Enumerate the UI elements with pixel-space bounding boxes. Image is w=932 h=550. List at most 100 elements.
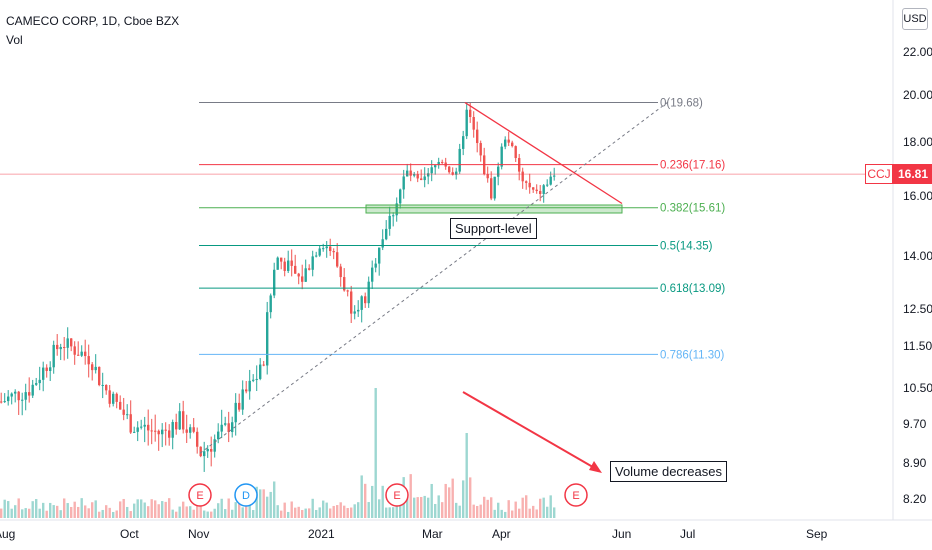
volume-bar xyxy=(147,506,150,518)
volume-bar xyxy=(157,504,160,518)
candle-body xyxy=(329,246,332,252)
volume-bar xyxy=(276,505,279,518)
candle-body xyxy=(105,384,108,391)
candle-body xyxy=(343,277,346,291)
candle-body xyxy=(157,430,160,435)
volume-bar xyxy=(252,510,255,518)
candle-body xyxy=(546,184,549,186)
candle-body xyxy=(168,430,171,438)
candle-body xyxy=(108,390,111,404)
candle-body xyxy=(311,256,314,270)
candle-body xyxy=(367,281,370,304)
event-label: D xyxy=(242,490,250,502)
volume-bar xyxy=(297,506,300,518)
fib-label: 0.382(15.61) xyxy=(660,203,725,215)
candle-body xyxy=(259,364,262,379)
candle-body xyxy=(287,260,290,271)
volume-bar xyxy=(185,506,188,518)
volume-bar xyxy=(507,500,510,518)
volume-bar xyxy=(465,433,468,518)
candle-body xyxy=(63,347,66,349)
volume-bar xyxy=(420,496,423,518)
volume-bar xyxy=(129,511,132,518)
volume-bar xyxy=(66,503,69,518)
trend-lines xyxy=(0,101,893,473)
candle-body xyxy=(423,176,426,181)
x-tick-label: Jun xyxy=(612,527,631,541)
candle-body xyxy=(332,251,335,253)
candle-body xyxy=(441,161,444,163)
candle-body xyxy=(133,431,136,433)
volume-bar xyxy=(115,510,118,518)
candle-body xyxy=(378,247,381,264)
volume-bar xyxy=(318,507,321,518)
volume-bar xyxy=(469,477,472,518)
volume-bar xyxy=(283,502,286,518)
candle-body xyxy=(192,427,195,432)
candle-body xyxy=(406,170,409,177)
volume-bar xyxy=(546,506,549,518)
candle-body xyxy=(381,239,384,248)
candle-body xyxy=(203,451,206,457)
candle-body xyxy=(322,248,325,250)
volume-bar xyxy=(122,498,125,518)
candle-body xyxy=(308,268,311,270)
candle-body xyxy=(80,351,83,356)
currency-button[interactable]: USD xyxy=(902,8,928,30)
volume-bar xyxy=(178,506,181,518)
volume-bar xyxy=(262,489,265,518)
candle-body xyxy=(147,424,150,431)
y-tick-label: 12.50 xyxy=(903,302,932,316)
candle-body xyxy=(49,367,52,372)
volume-decreases-label: Volume decreases xyxy=(610,461,727,482)
volume-bar xyxy=(227,498,230,518)
candle-body xyxy=(10,393,13,397)
support-level-label: Support-level xyxy=(450,218,537,239)
candle-body xyxy=(399,189,402,204)
candle-body xyxy=(276,257,279,270)
candle-body xyxy=(234,402,237,423)
x-tick-label: Nov xyxy=(188,527,209,541)
candle-body xyxy=(252,379,255,381)
candle-body xyxy=(154,430,157,432)
candle-body xyxy=(353,311,356,314)
volume-bar xyxy=(269,491,272,518)
volume-bar xyxy=(150,499,153,518)
chart-legend: CAMECO CORP, 1D, Cboe BZX Vol xyxy=(6,12,179,50)
volume-bar xyxy=(119,501,122,518)
volume-bar xyxy=(161,501,164,518)
event-circle xyxy=(564,483,588,507)
candle-body xyxy=(297,273,300,277)
candle-body xyxy=(521,171,524,182)
volume-bar xyxy=(364,483,367,518)
volume-bar xyxy=(3,499,6,518)
candle-body xyxy=(371,267,374,282)
support-zone xyxy=(365,204,623,214)
volume-bar xyxy=(0,508,3,518)
volume-bar xyxy=(367,502,370,518)
volume-bar xyxy=(45,510,48,518)
candle-body xyxy=(175,422,178,430)
volume-bar xyxy=(430,483,433,518)
volume-bar xyxy=(490,497,493,518)
volume-bar xyxy=(395,499,398,518)
candle-body xyxy=(14,391,17,394)
volume-bar xyxy=(80,498,83,518)
volume-bar xyxy=(126,506,129,518)
volume-bar xyxy=(301,509,304,518)
volume-bar xyxy=(542,497,545,518)
candle-body xyxy=(196,431,199,447)
volume-bar xyxy=(315,509,318,518)
candle-body xyxy=(479,143,482,156)
candle-body xyxy=(549,176,552,185)
candle-body xyxy=(87,356,90,365)
x-tick-label: Apr xyxy=(492,527,511,541)
volume-bar xyxy=(255,486,258,518)
candle-body xyxy=(17,391,20,401)
y-tick-label: 9.70 xyxy=(903,417,927,431)
candle-body xyxy=(437,161,440,166)
candle-body xyxy=(374,263,377,268)
candle-body xyxy=(497,166,500,177)
volume-bar xyxy=(553,507,556,518)
